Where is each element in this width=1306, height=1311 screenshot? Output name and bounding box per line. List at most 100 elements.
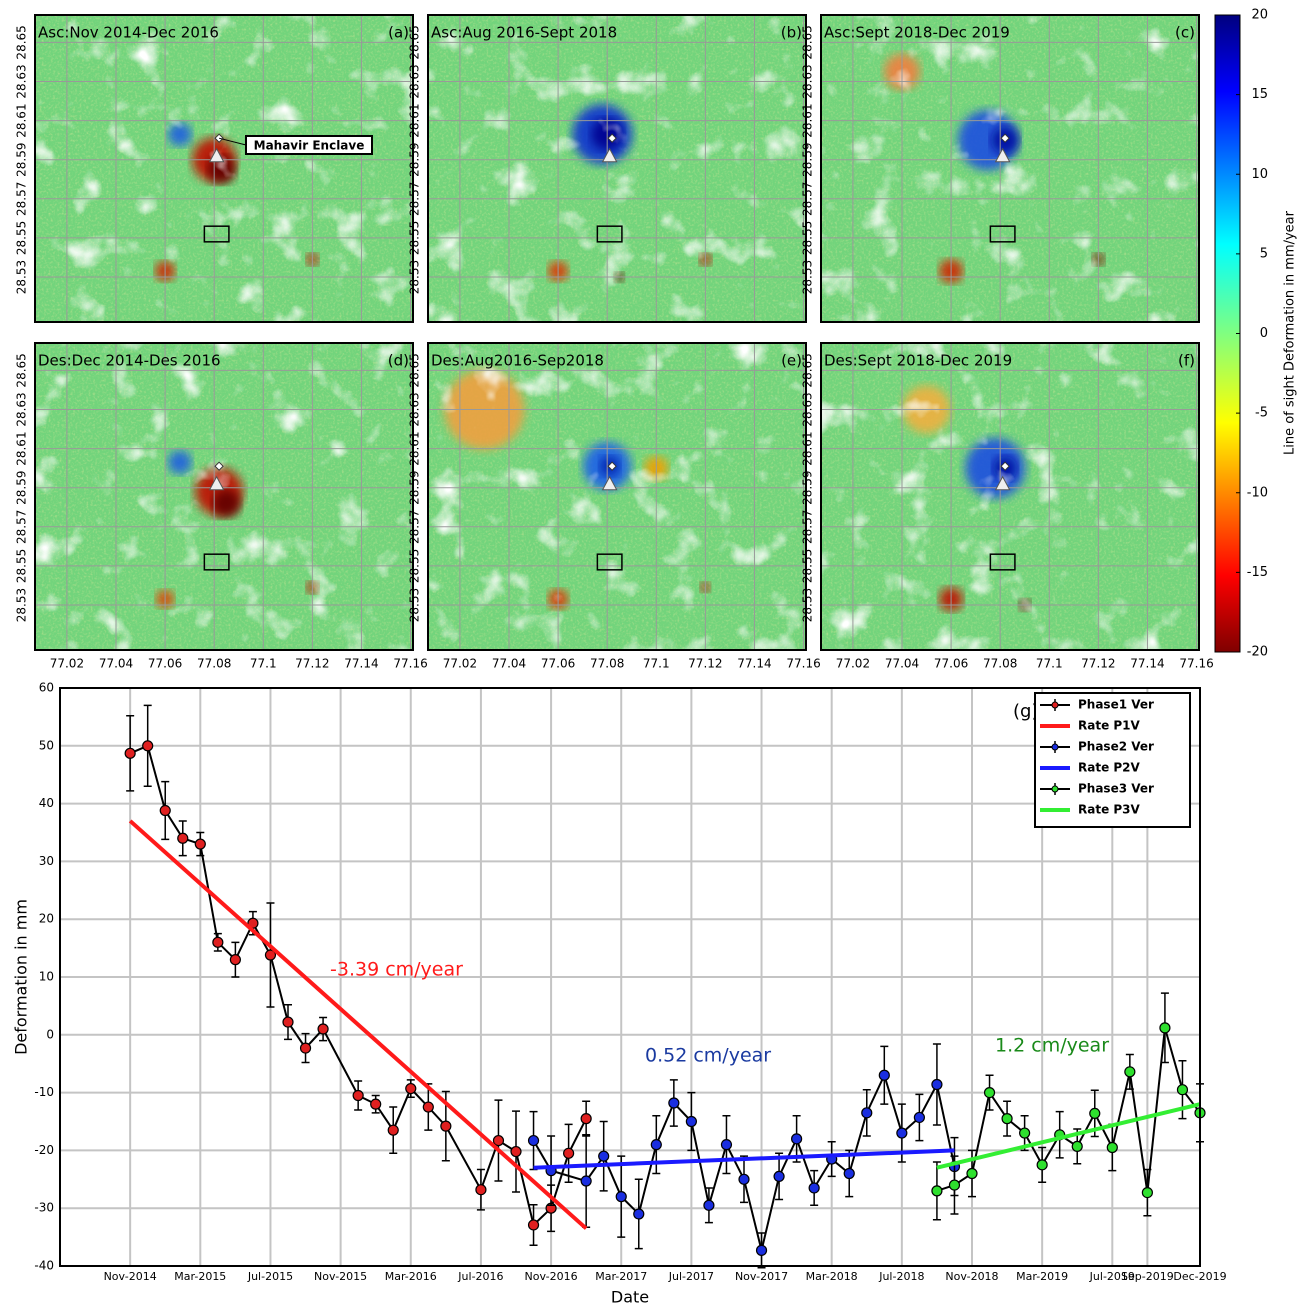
data-point [861,1107,873,1119]
legend-swatch [1051,785,1059,793]
data-point [510,1145,522,1158]
data-point [563,1147,575,1159]
map-y-tick-label: 28.65 [801,25,815,59]
data-point [352,1089,364,1102]
data-point [931,1185,943,1197]
data-point [1141,1186,1153,1199]
x-tick-label: Jul-2015 [247,1270,293,1283]
colorbar-tick-label: -15 [1247,565,1268,580]
data-point [177,832,189,844]
data-point [983,1086,996,1099]
map-y-tick-label: 28.53 [15,588,29,622]
legend-label: Phase3 Ver [1078,782,1154,796]
map-panel [35,15,413,322]
map-y-tick-label: 28.57 [408,510,422,544]
data-point [738,1173,750,1185]
map-y-tick-label: 28.61 [408,431,422,465]
panel-tag: (a) [388,24,409,42]
map-y-tick-label: 28.59 [408,143,422,177]
map-y-tick-label: 28.55 [801,221,815,255]
colorbar-tick-label: 15 [1251,87,1268,102]
data-point [142,740,154,752]
legend-label: Phase1 Ver [1078,698,1154,712]
rate-annotation: 1.2 cm/year [995,1035,1109,1057]
data-point [720,1139,733,1151]
rate-line [128,819,588,1230]
map-x-tick-label: 77.16 [786,657,820,671]
data-point [948,1179,961,1191]
map-x-tick-label: 77.02 [836,657,870,671]
map-y-tick-label: 28.65 [408,25,422,59]
panel-title: Des:Sept 2018-Dec 2019 [824,352,1012,370]
x-tick-label: Nov-2016 [525,1270,578,1283]
map-x-tick-label: 77.12 [295,657,329,671]
map-x-tick-label: 77.1 [643,657,670,671]
map-y-tick-label: 28.57 [801,182,815,216]
legend-swatch [1051,743,1059,751]
data-point [755,1244,768,1256]
legend-label: Rate P3V [1078,803,1141,817]
panel-tag: (g) [1013,701,1038,722]
data-point [1106,1141,1118,1154]
map-gaps [821,343,1199,650]
panel-frame [820,14,1200,323]
site-diamond [607,133,617,143]
map-y-tick-label: 28.53 [408,260,422,294]
map-y-tick-label: 28.63 [15,64,29,98]
y-tick-label: 30 [39,854,54,868]
map-x-tick-label: 77.06 [934,657,968,671]
x-tick-label: Nov-2015 [314,1270,367,1283]
map-y-tick-label: 28.63 [801,392,815,426]
x-tick-label: Mar-2018 [806,1270,858,1283]
colorbar-tick-label: -20 [1247,645,1268,660]
y-axis-title: Deformation in mm [12,899,31,1055]
data-point [282,1016,294,1028]
data-point [475,1184,487,1196]
map-y-tick-label: 28.57 [15,182,29,216]
data-point [159,804,171,817]
map-y-tick-label: 28.59 [801,143,815,177]
reference-triangle [601,147,618,163]
data-point [808,1182,820,1194]
reference-triangle [601,475,618,491]
data-point [615,1191,627,1203]
rate-line [936,1102,1201,1170]
map-y-tick-label: 28.55 [15,221,29,255]
map-y-tick-label: 28.61 [15,103,29,137]
y-tick-label: -10 [34,1085,54,1099]
legend-swatch [1051,701,1059,709]
map-x-tick-label: 77.16 [393,657,427,671]
map-gaps [35,15,413,322]
map-y-tick-label: 28.53 [801,260,815,294]
data-point [1001,1113,1013,1125]
map-y-tick-label: 28.63 [801,64,815,98]
map-x-tick-label: 77.02 [443,657,477,671]
y-tick-label: -40 [34,1259,54,1273]
map-y-tick-label: 28.65 [15,25,29,59]
legend-label: Rate P1V [1078,719,1141,733]
y-tick-label: 0 [46,1027,54,1041]
x-tick-label: Jul-2019 [1089,1270,1135,1283]
data-point [685,1115,697,1128]
map-x-tick-label: 77.04 [99,657,133,671]
map-panel [35,343,413,650]
map-y-tick-label: 28.57 [15,510,29,544]
colorbar-tick-label: -10 [1247,485,1268,500]
reference-triangle [208,475,225,491]
panel-title: Asc:Aug 2016-Sept 2018 [431,24,617,42]
panel-title: Asc:Sept 2018-Dec 2019 [824,24,1010,42]
rate-annotation: 0.52 cm/year [645,1045,771,1067]
data-point [527,1134,540,1147]
map-y-tick-label: 28.65 [15,353,29,387]
y-tick-label: 10 [39,970,54,984]
data-point [580,1175,592,1187]
map-y-tick-label: 28.61 [801,431,815,465]
data-point [843,1167,855,1180]
map-y-tick-label: 28.65 [801,353,815,387]
data-point [1124,1066,1136,1078]
map-panel [428,15,806,322]
data-point [194,838,206,850]
map-x-tick-label: 77.08 [590,657,624,671]
legend-label: Phase2 Ver [1078,740,1154,754]
data-point [703,1199,715,1211]
